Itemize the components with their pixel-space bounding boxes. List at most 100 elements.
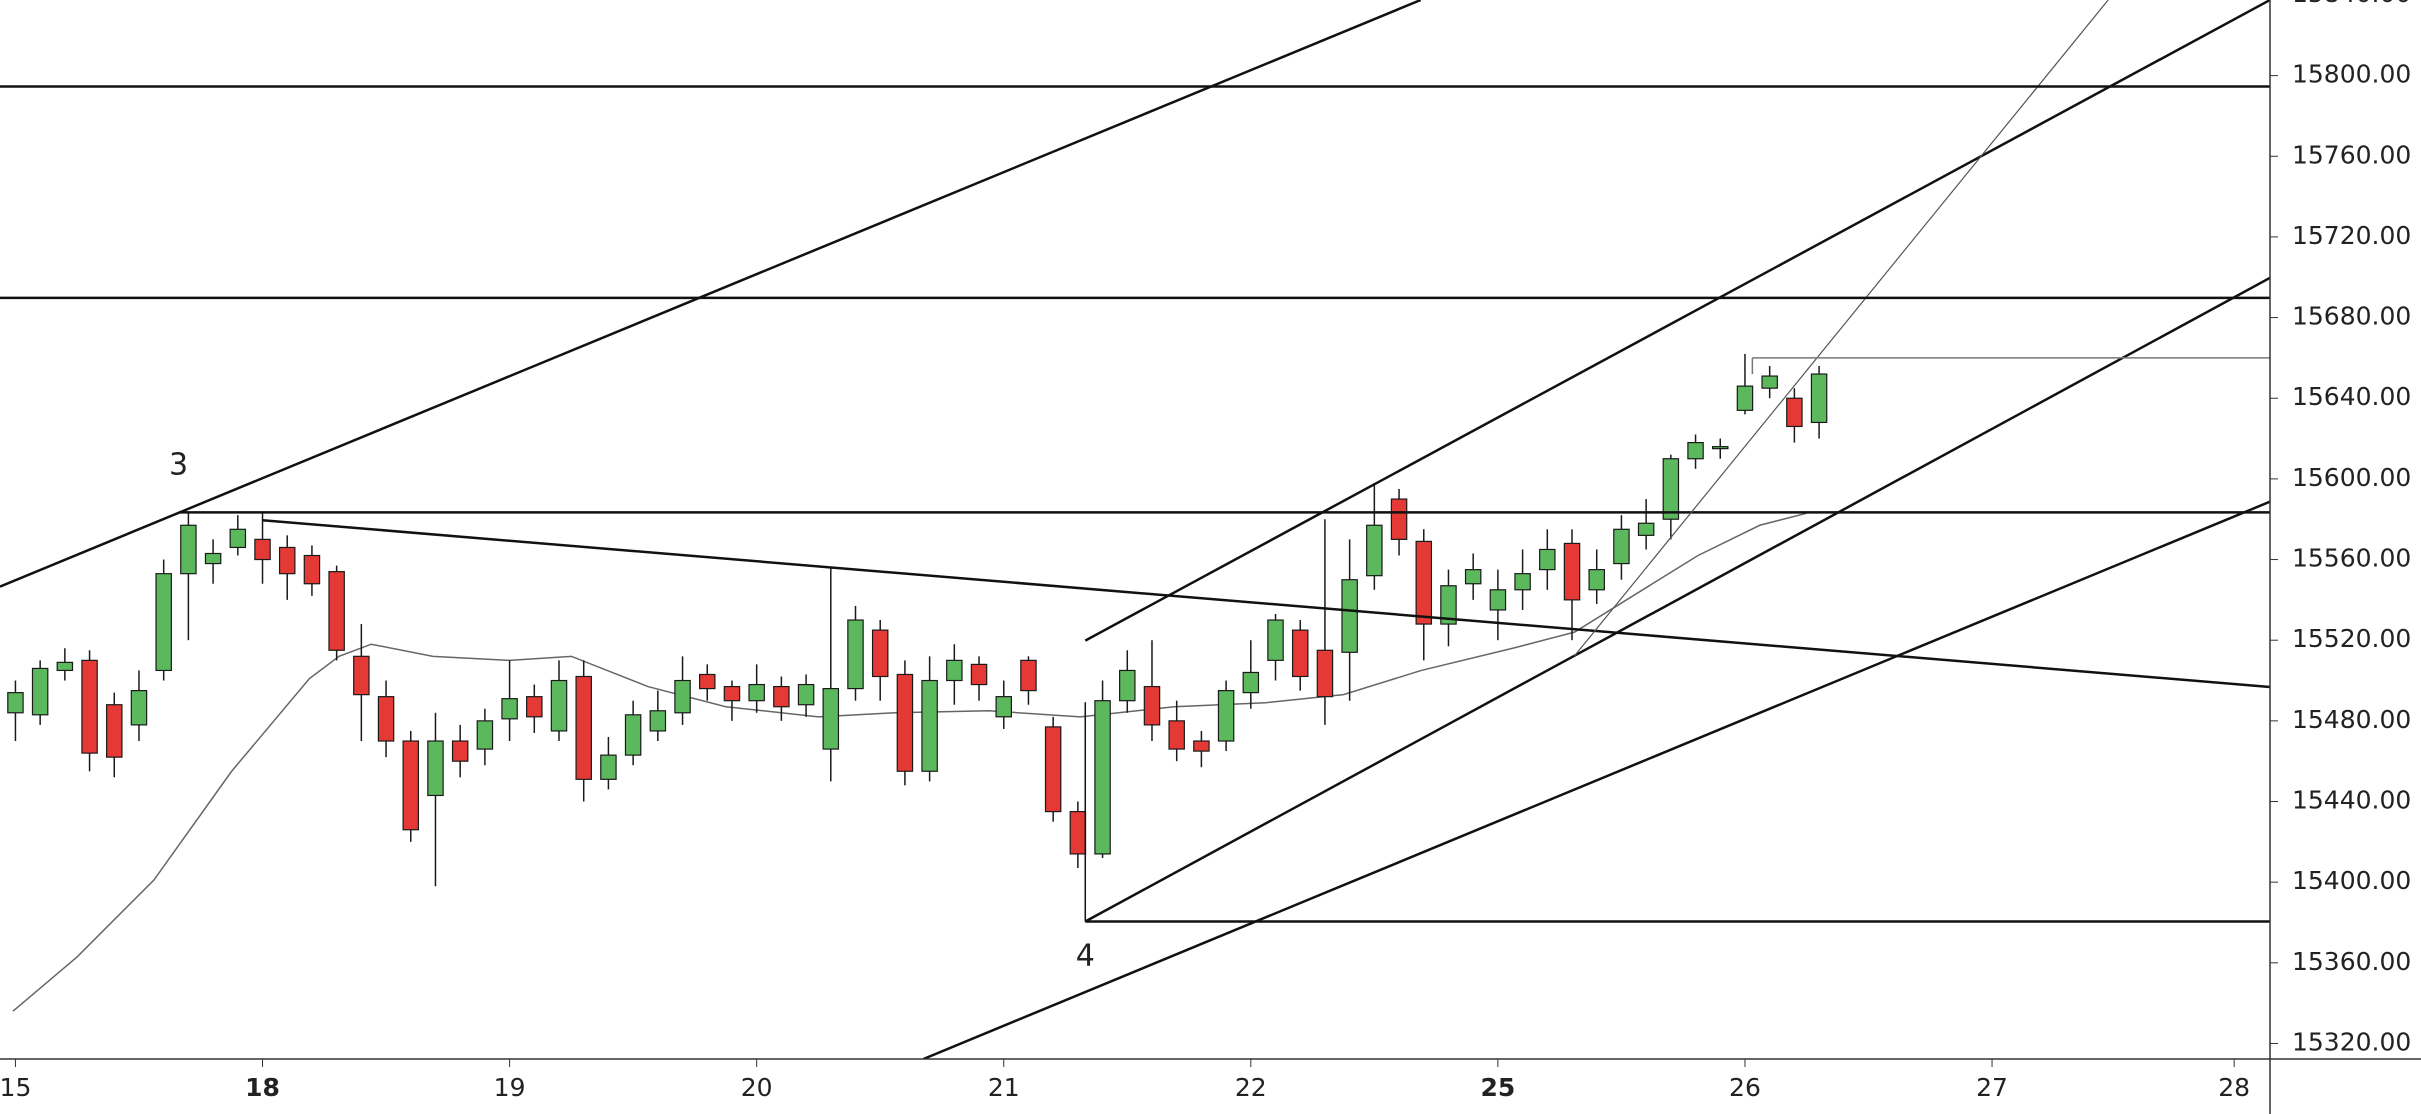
- y-tick-label: 15440.00: [2292, 786, 2411, 815]
- candle-body: [303, 554, 321, 585]
- y-tick-label: 15800.00: [2292, 60, 2411, 89]
- candle-body: [1514, 573, 1531, 591]
- candle-body: [995, 696, 1013, 718]
- candle-body: [229, 528, 247, 549]
- candle-body: [204, 552, 222, 565]
- y-tick-label: 15840.00: [2292, 0, 2411, 8]
- candle-body: [1168, 720, 1185, 750]
- candle-body: [1267, 619, 1284, 661]
- candle-body: [1390, 498, 1408, 540]
- candle-body: [822, 687, 840, 750]
- candle-body: [550, 679, 568, 732]
- trend-line: [0, 0, 1422, 588]
- x-tick-label: 26: [1729, 1073, 1761, 1102]
- y-tick-label: 15360.00: [2292, 947, 2411, 976]
- candle-body: [353, 655, 370, 696]
- trend-line: [1574, 0, 2109, 657]
- candle-body: [427, 740, 444, 797]
- trend-line: [262, 518, 2270, 689]
- x-tick-label: 22: [1235, 1073, 1267, 1102]
- x-tick-label: 21: [988, 1073, 1020, 1102]
- candle-body: [871, 629, 889, 678]
- candle-body: [328, 571, 345, 651]
- candle-body: [1539, 548, 1556, 571]
- candle-body: [1736, 385, 1754, 411]
- y-tick-label: 15480.00: [2292, 705, 2411, 734]
- candle-body: [1440, 585, 1457, 625]
- y-tick-label: 15640.00: [2292, 382, 2411, 411]
- candle-body: [921, 679, 938, 772]
- candle-body: [1366, 524, 1383, 577]
- x-tick-label: 25: [1480, 1073, 1515, 1102]
- candle-body: [278, 546, 296, 575]
- wave-label: 3: [169, 448, 188, 483]
- candle-body: [970, 663, 988, 686]
- x-tick-label: 28: [2218, 1073, 2250, 1102]
- x-tick-label: 18: [245, 1073, 280, 1102]
- x-tick-label: 20: [741, 1073, 773, 1102]
- candle-body: [56, 661, 74, 672]
- candle-body: [1242, 671, 1260, 694]
- candle-body: [1415, 540, 1433, 625]
- candle-body: [1613, 528, 1630, 565]
- candle-body: [377, 696, 395, 742]
- candle-body: [797, 683, 815, 706]
- candle-body: [1044, 726, 1062, 813]
- trend-line: [1084, 276, 2270, 923]
- candle-body: [1119, 669, 1136, 702]
- candle-body: [847, 619, 864, 690]
- candle-body: [130, 690, 148, 726]
- candle-body: [1217, 690, 1235, 742]
- candle-body: [1687, 441, 1704, 460]
- y-tick-label: 15560.00: [2292, 544, 2411, 573]
- candle-body: [748, 683, 765, 702]
- plot-area: 34: [0, 0, 2270, 1059]
- candle-body: [1341, 579, 1358, 653]
- x-tick-label: 27: [1976, 1073, 2008, 1102]
- candle-body: [723, 685, 741, 702]
- candle-body: [1761, 375, 1778, 389]
- candle-body: [575, 675, 592, 780]
- x-tick-label: 15: [0, 1073, 31, 1102]
- candle-body: [1094, 700, 1111, 855]
- candle-body: [81, 659, 98, 754]
- trend-line: [922, 500, 2270, 1059]
- candle-body: [698, 673, 716, 690]
- candle-body: [1662, 458, 1680, 520]
- candle-body: [526, 696, 543, 718]
- candle-body: [7, 692, 24, 714]
- candle-body: [1464, 569, 1482, 585]
- candle-body: [896, 673, 914, 772]
- candle-body: [1810, 373, 1828, 424]
- y-tick-label: 15600.00: [2292, 463, 2411, 492]
- candle-body: [1588, 569, 1605, 591]
- y-tick-label: 15400.00: [2292, 866, 2411, 895]
- candle-body: [1316, 649, 1334, 698]
- candle-body: [254, 538, 271, 561]
- candle-body: [1563, 542, 1581, 601]
- candle-body: [674, 679, 691, 714]
- x-tick-label: 19: [494, 1073, 526, 1102]
- y-tick-label: 15320.00: [2292, 1027, 2411, 1056]
- candle-body: [106, 704, 123, 758]
- candle-body: [31, 667, 49, 716]
- candle-body: [1020, 659, 1037, 692]
- candle-body: [1193, 740, 1210, 752]
- candle-body: [1637, 522, 1655, 536]
- trend-line: [1084, 0, 2270, 642]
- candle-body: [946, 659, 963, 682]
- candle-body: [600, 754, 617, 780]
- candle-body: [624, 714, 642, 756]
- candle-body: [1489, 589, 1507, 611]
- candle-body: [501, 698, 518, 720]
- y-tick-label: 15720.00: [2292, 221, 2411, 250]
- y-tick-label: 15760.00: [2292, 140, 2411, 169]
- candle-body: [649, 710, 667, 732]
- candle-body: [476, 720, 494, 750]
- candle-body: [451, 740, 469, 762]
- moving-average: [12, 512, 1807, 1012]
- candle-body: [1711, 446, 1729, 450]
- candle-body: [155, 573, 172, 672]
